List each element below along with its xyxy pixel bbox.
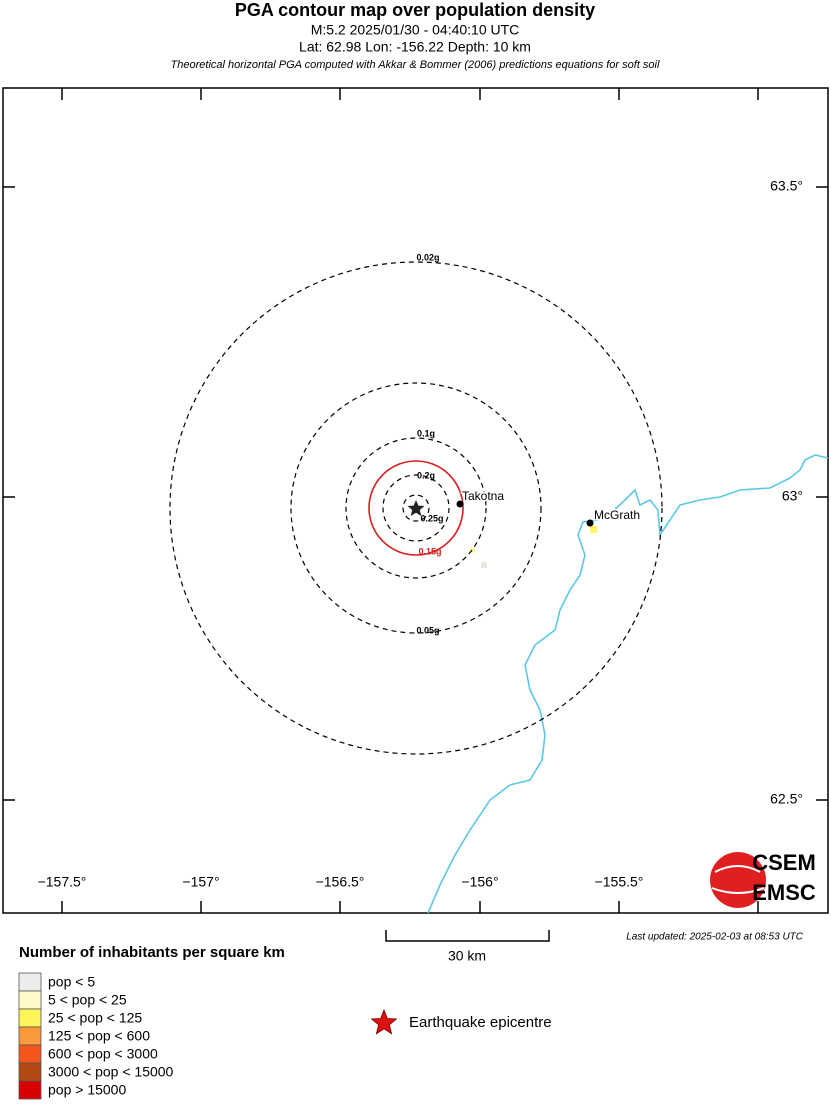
legend-title: Number of inhabitants per square km xyxy=(19,944,285,961)
place-label: Takotna xyxy=(462,489,504,503)
legend-item: 25 < pop < 125 xyxy=(48,1010,142,1026)
pop-cell xyxy=(481,562,487,568)
place-label: McGrath xyxy=(594,508,640,522)
legend: Number of inhabitants per square km pop … xyxy=(18,944,552,1100)
place-dot xyxy=(586,519,594,527)
contour xyxy=(169,261,663,755)
pop-cell xyxy=(469,547,475,553)
lon-label: −156° xyxy=(461,874,498,890)
contour-label: 0.25g xyxy=(420,513,443,523)
legend-item: pop < 5 xyxy=(48,974,95,990)
title: PGA contour map over population density xyxy=(235,0,595,20)
lat-label: 63° xyxy=(782,488,803,504)
logo: CSEM EMSC xyxy=(710,850,816,908)
lon-label: −157.5° xyxy=(38,874,87,890)
contour-label: 0.15g xyxy=(418,546,441,556)
map-frame xyxy=(2,87,829,914)
legend-item: 125 < pop < 600 xyxy=(48,1028,150,1044)
lat-label: 63.5° xyxy=(770,178,803,194)
lon-label: −157° xyxy=(182,874,219,890)
legend-item: pop > 15000 xyxy=(48,1082,126,1098)
lon-label: −156.5° xyxy=(316,874,365,890)
legend-item: 5 < pop < 25 xyxy=(48,992,127,1008)
river xyxy=(427,454,829,914)
contours xyxy=(169,261,663,755)
contour xyxy=(290,382,542,634)
contour xyxy=(402,494,430,522)
pop-cell xyxy=(590,526,597,533)
contour-label: 0.05g xyxy=(416,625,439,635)
contour-label: 0.1g xyxy=(417,428,435,438)
contour-label: 0.02g xyxy=(416,252,439,262)
map: 0.02g 0.05g 0.1g 0.15g 0.2g 0.25g Takotn… xyxy=(2,87,829,914)
contour xyxy=(345,437,487,579)
note: Theoretical horizontal PGA computed with… xyxy=(171,59,660,71)
ticks xyxy=(3,88,828,913)
contour-red xyxy=(368,460,464,556)
logo-globe xyxy=(710,852,766,908)
lon-label: −155.5° xyxy=(595,874,644,890)
place-dot xyxy=(456,500,464,508)
event-line: M:5.2 2025/01/30 - 04:40:10 UTC xyxy=(311,22,520,38)
logo-text: CSEM xyxy=(752,850,816,875)
legend-item: 3000 < pop < 15000 xyxy=(48,1064,174,1080)
legend-star xyxy=(370,1008,398,1035)
epicentre-marker xyxy=(407,500,425,516)
last-updated: Last updated: 2025-02-03 at 08:53 UTC xyxy=(626,932,804,943)
scale-label: 30 km xyxy=(448,948,486,964)
location-line: Lat: 62.98 Lon: -156.22 Depth: 10 km xyxy=(299,39,531,55)
scale-bar xyxy=(385,930,550,942)
logo-text: EMSC xyxy=(752,880,816,905)
contour-label: 0.2g xyxy=(417,470,435,480)
contour xyxy=(382,474,450,542)
legend-item: 600 < pop < 3000 xyxy=(48,1046,158,1062)
lat-label: 62.5° xyxy=(770,791,803,807)
legend-epicentre: Earthquake epicentre xyxy=(409,1014,552,1031)
